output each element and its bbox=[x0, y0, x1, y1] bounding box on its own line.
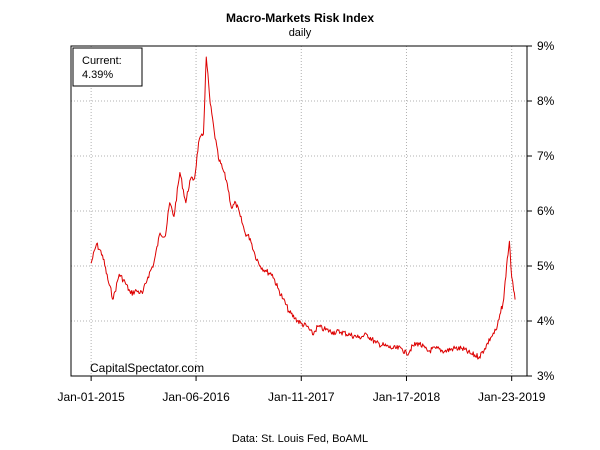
grid-lines bbox=[71, 45, 527, 377]
current-value-box: Current: 4.39% bbox=[72, 47, 143, 87]
watermark: CapitalSpectator.com bbox=[90, 361, 204, 375]
x-axis: Jan-01-2015 Jan-06-2016 Jan-11-2017 Jan-17-… bbox=[57, 376, 546, 404]
current-label: Current: bbox=[82, 55, 122, 67]
y-tick-label: 6% bbox=[537, 204, 555, 218]
current-value: 4.39% bbox=[82, 69, 113, 81]
chart-subtitle: daily bbox=[289, 27, 312, 39]
x-tick-label: Jan-17-2018 bbox=[373, 390, 441, 404]
y-tick-label: 3% bbox=[537, 369, 555, 383]
y-tick-label: 5% bbox=[537, 259, 555, 273]
x-tick-label: Jan-06-2016 bbox=[162, 390, 230, 404]
y-tick-label: 7% bbox=[537, 149, 555, 163]
x-tick-label: Jan-01-2015 bbox=[57, 390, 125, 404]
y-axis: 3% 4% 5% 6% 7% 8% 9% bbox=[527, 39, 555, 383]
x-tick-label: Jan-11-2017 bbox=[268, 390, 335, 404]
y-tick-label: 9% bbox=[537, 39, 555, 53]
series-layer bbox=[90, 56, 516, 360]
chart-title: Macro-Markets Risk Index bbox=[226, 11, 374, 25]
current-value-frame bbox=[72, 47, 143, 87]
y-tick-label: 8% bbox=[537, 94, 555, 108]
series-line bbox=[90, 56, 516, 360]
y-tick-label: 4% bbox=[537, 314, 555, 328]
x-tick-label: Jan-23-2019 bbox=[478, 390, 546, 404]
data-source: Data: St. Louis Fed, BoAML bbox=[232, 433, 368, 445]
